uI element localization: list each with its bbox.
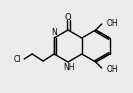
Text: NH: NH <box>63 63 75 72</box>
Text: N: N <box>51 28 57 37</box>
Text: OH: OH <box>107 19 118 28</box>
Text: OH: OH <box>107 65 118 73</box>
Text: O: O <box>65 12 71 21</box>
Text: Cl: Cl <box>14 54 21 64</box>
